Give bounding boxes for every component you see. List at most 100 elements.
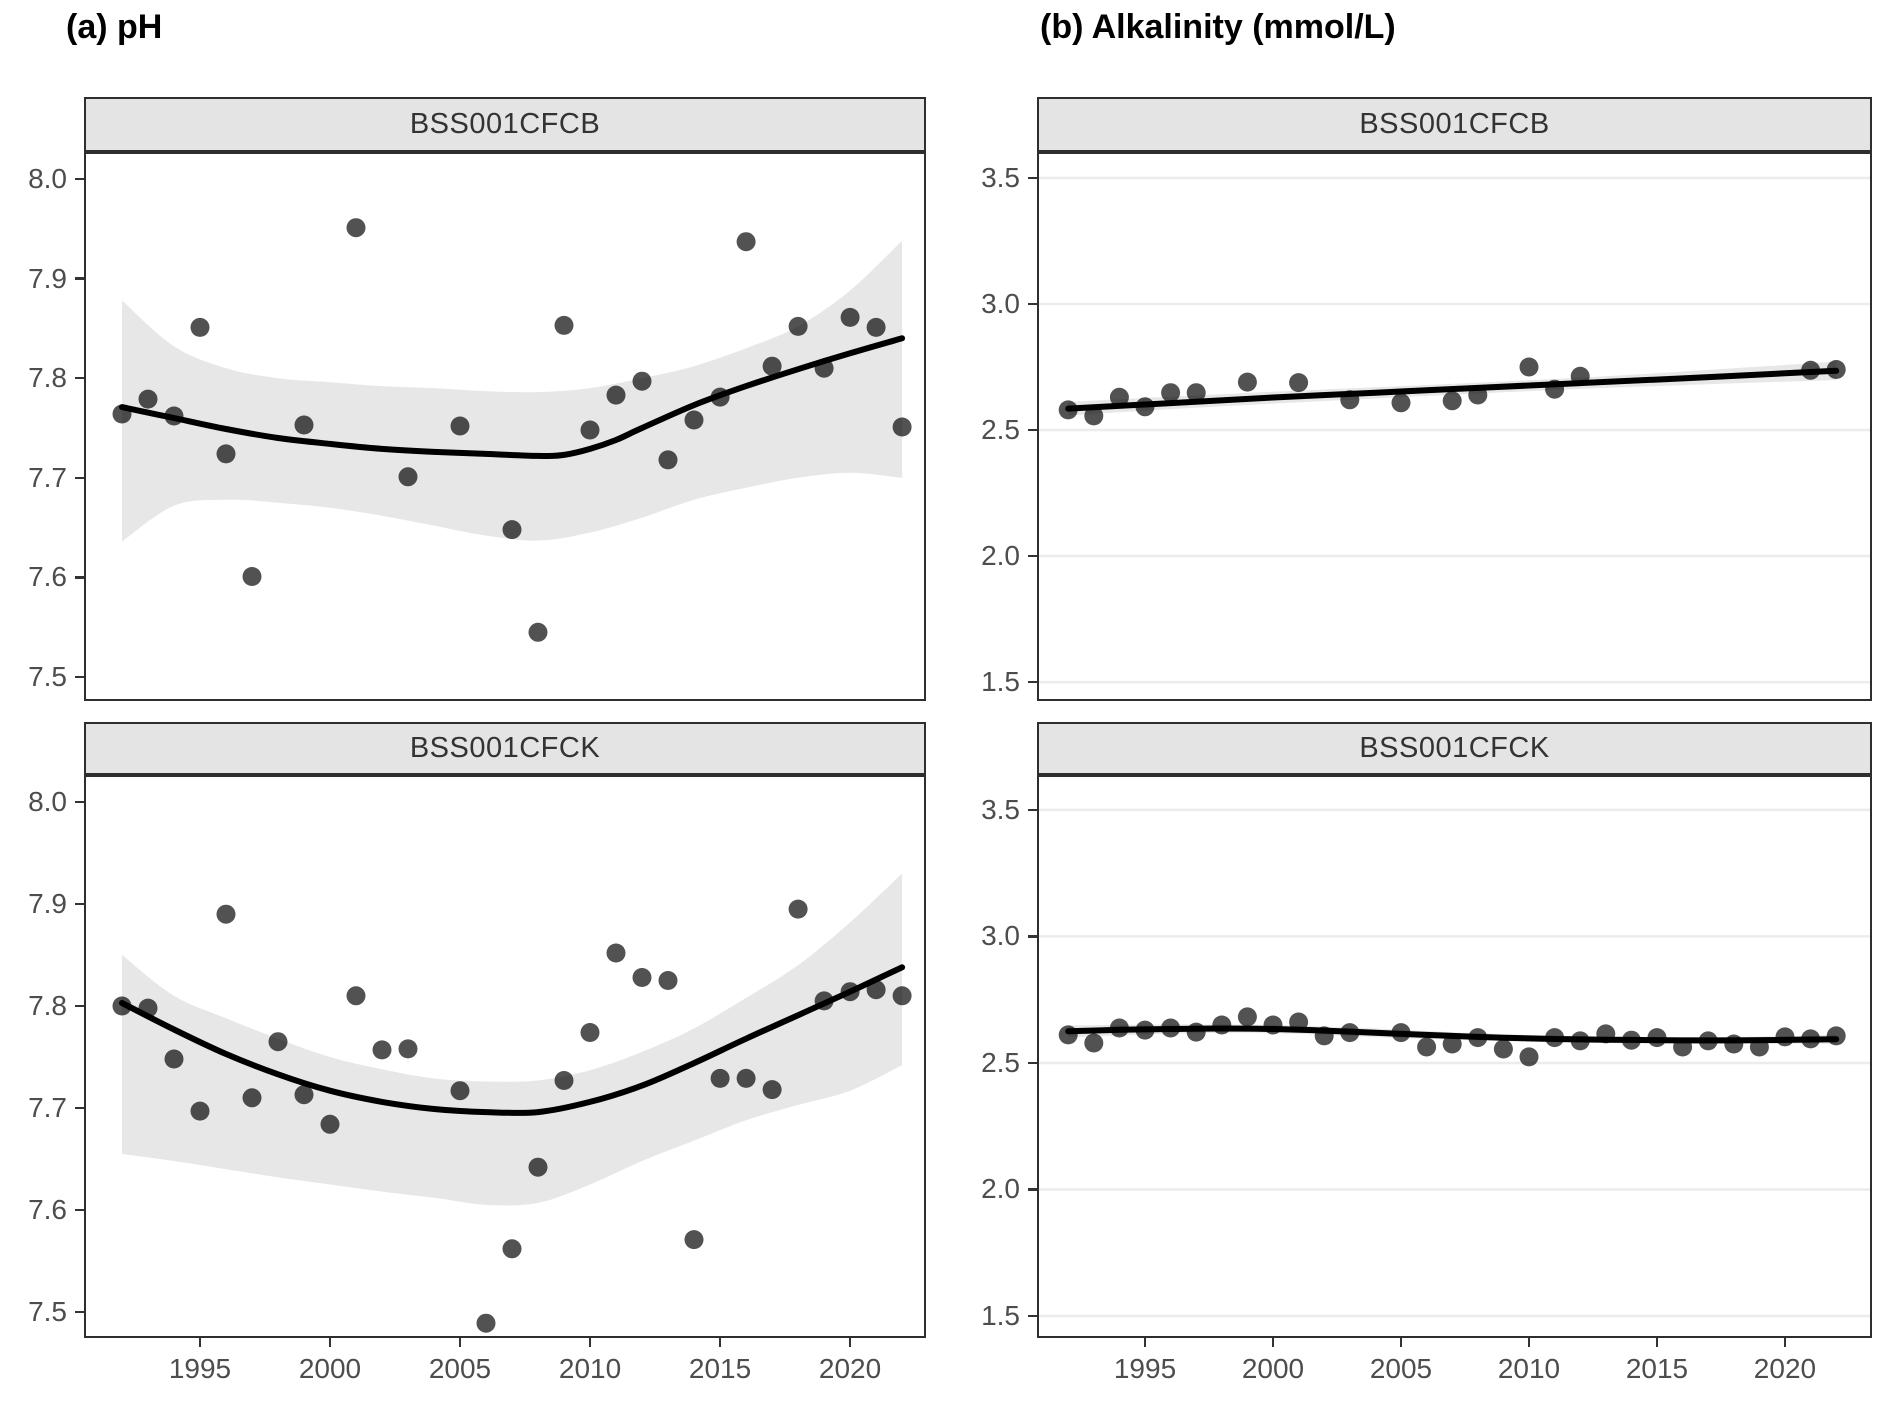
data-point bbox=[1647, 1028, 1667, 1048]
facet-strip: BSS001CFCK bbox=[84, 722, 926, 775]
panel-ph-bss001cfcb bbox=[84, 152, 926, 701]
x-axis-tick bbox=[198, 1338, 202, 1347]
y-axis-tick-label: 7.7 bbox=[28, 461, 67, 493]
data-point bbox=[164, 1049, 184, 1069]
y-axis-tick bbox=[75, 376, 84, 380]
data-point bbox=[320, 1114, 340, 1134]
data-point bbox=[1596, 1024, 1616, 1044]
y-axis-tick bbox=[1028, 176, 1037, 180]
data-point bbox=[1749, 1037, 1769, 1057]
data-point bbox=[1570, 1031, 1590, 1051]
data-point bbox=[1417, 1037, 1437, 1057]
x-axis-tick-label: 2020 bbox=[1753, 1353, 1817, 1384]
panel-border bbox=[84, 775, 926, 1338]
data-point bbox=[1391, 1023, 1411, 1043]
y-axis-tick bbox=[75, 277, 84, 280]
data-point bbox=[1084, 406, 1104, 426]
y-axis-tick-label: 2.5 bbox=[981, 1046, 1020, 1078]
data-point bbox=[1161, 383, 1181, 403]
data-point bbox=[164, 406, 184, 426]
panel-alkalinity-bss001cfck bbox=[1037, 775, 1872, 1338]
data-point bbox=[788, 316, 808, 336]
data-point bbox=[1314, 1026, 1334, 1046]
data-point bbox=[138, 389, 158, 409]
data-point bbox=[892, 986, 912, 1006]
data-point bbox=[502, 520, 522, 540]
panel-alkalinity-bss001cfcb bbox=[1037, 152, 1872, 701]
x-axis-tick-label: 2020 bbox=[818, 1353, 882, 1384]
data-point bbox=[1801, 1029, 1821, 1049]
data-point bbox=[1212, 1015, 1232, 1035]
data-point bbox=[1186, 1022, 1206, 1042]
data-point bbox=[294, 415, 314, 435]
y-axis-tick-label: 2.0 bbox=[981, 540, 1020, 572]
y-axis-tick-label: 2.0 bbox=[981, 1173, 1020, 1205]
y-axis-tick-label: 2.5 bbox=[981, 414, 1020, 446]
y-axis-tick-label: 8.0 bbox=[28, 162, 67, 194]
data-point bbox=[684, 1230, 704, 1250]
data-point bbox=[814, 991, 834, 1011]
y-axis-tick-label: 7.9 bbox=[28, 888, 67, 920]
data-point bbox=[112, 404, 132, 424]
y-axis-tick-label: 7.9 bbox=[28, 262, 67, 294]
data-point bbox=[216, 904, 236, 924]
panel-border bbox=[84, 152, 926, 701]
y-axis-tick bbox=[75, 576, 84, 579]
y-axis-tick bbox=[1028, 1314, 1037, 1318]
data-point bbox=[710, 387, 730, 407]
trend-line bbox=[119, 964, 906, 1116]
column-title-alkalinity: (b) Alkalinity (mmol/L) bbox=[1040, 8, 1396, 46]
y-axis-tick bbox=[75, 177, 84, 181]
data-point bbox=[788, 899, 808, 919]
data-point bbox=[606, 943, 626, 963]
data-point bbox=[528, 622, 548, 642]
facet-strip: BSS001CFCB bbox=[84, 97, 926, 152]
data-point bbox=[658, 971, 678, 990]
data-point bbox=[866, 980, 886, 1000]
data-point bbox=[1391, 393, 1411, 413]
confidence-band bbox=[122, 240, 903, 542]
x-axis-tick bbox=[458, 1338, 462, 1347]
data-point bbox=[580, 1023, 600, 1042]
x-axis-tick bbox=[328, 1338, 332, 1347]
y-axis-tick bbox=[1028, 1188, 1037, 1191]
data-point bbox=[242, 567, 262, 586]
facet-strip-label: BSS001CFCB bbox=[409, 108, 601, 140]
data-point bbox=[294, 1085, 314, 1105]
facet-strip: BSS001CFCB bbox=[1037, 97, 1872, 152]
data-point bbox=[606, 385, 626, 405]
x-axis-tick bbox=[1783, 1338, 1787, 1347]
x-axis-tick bbox=[1655, 1338, 1659, 1347]
data-point bbox=[1775, 1027, 1795, 1047]
y-axis-tick-label: 1.5 bbox=[981, 1299, 1020, 1331]
y-axis-tick bbox=[75, 902, 84, 906]
data-point bbox=[840, 307, 860, 327]
data-point bbox=[1084, 1033, 1104, 1053]
x-axis-tick-label: 2015 bbox=[1625, 1353, 1689, 1384]
data-point bbox=[346, 218, 366, 238]
data-point bbox=[216, 444, 236, 464]
data-point bbox=[242, 1088, 262, 1108]
y-axis-tick bbox=[75, 800, 84, 804]
data-point bbox=[1519, 357, 1539, 377]
data-point bbox=[1161, 1018, 1181, 1038]
data-point bbox=[476, 1313, 496, 1333]
data-point bbox=[554, 315, 574, 335]
y-axis-tick bbox=[1028, 680, 1037, 684]
y-axis-tick bbox=[1028, 935, 1037, 938]
panel-border bbox=[1037, 152, 1872, 701]
data-point bbox=[346, 986, 366, 1006]
x-axis-tick bbox=[1399, 1338, 1403, 1347]
data-point bbox=[1186, 383, 1206, 403]
data-point bbox=[1135, 397, 1155, 417]
y-axis-tick-label: 7.6 bbox=[28, 1193, 67, 1225]
y-axis-tick bbox=[75, 1310, 84, 1314]
data-point bbox=[1673, 1037, 1693, 1057]
y-axis-tick-label: 7.5 bbox=[28, 1295, 67, 1327]
panel-ph-bss001cfck bbox=[84, 775, 926, 1338]
trend-line bbox=[119, 335, 906, 459]
data-point bbox=[398, 467, 418, 487]
data-point bbox=[190, 317, 210, 337]
confidence-band bbox=[122, 873, 903, 1206]
